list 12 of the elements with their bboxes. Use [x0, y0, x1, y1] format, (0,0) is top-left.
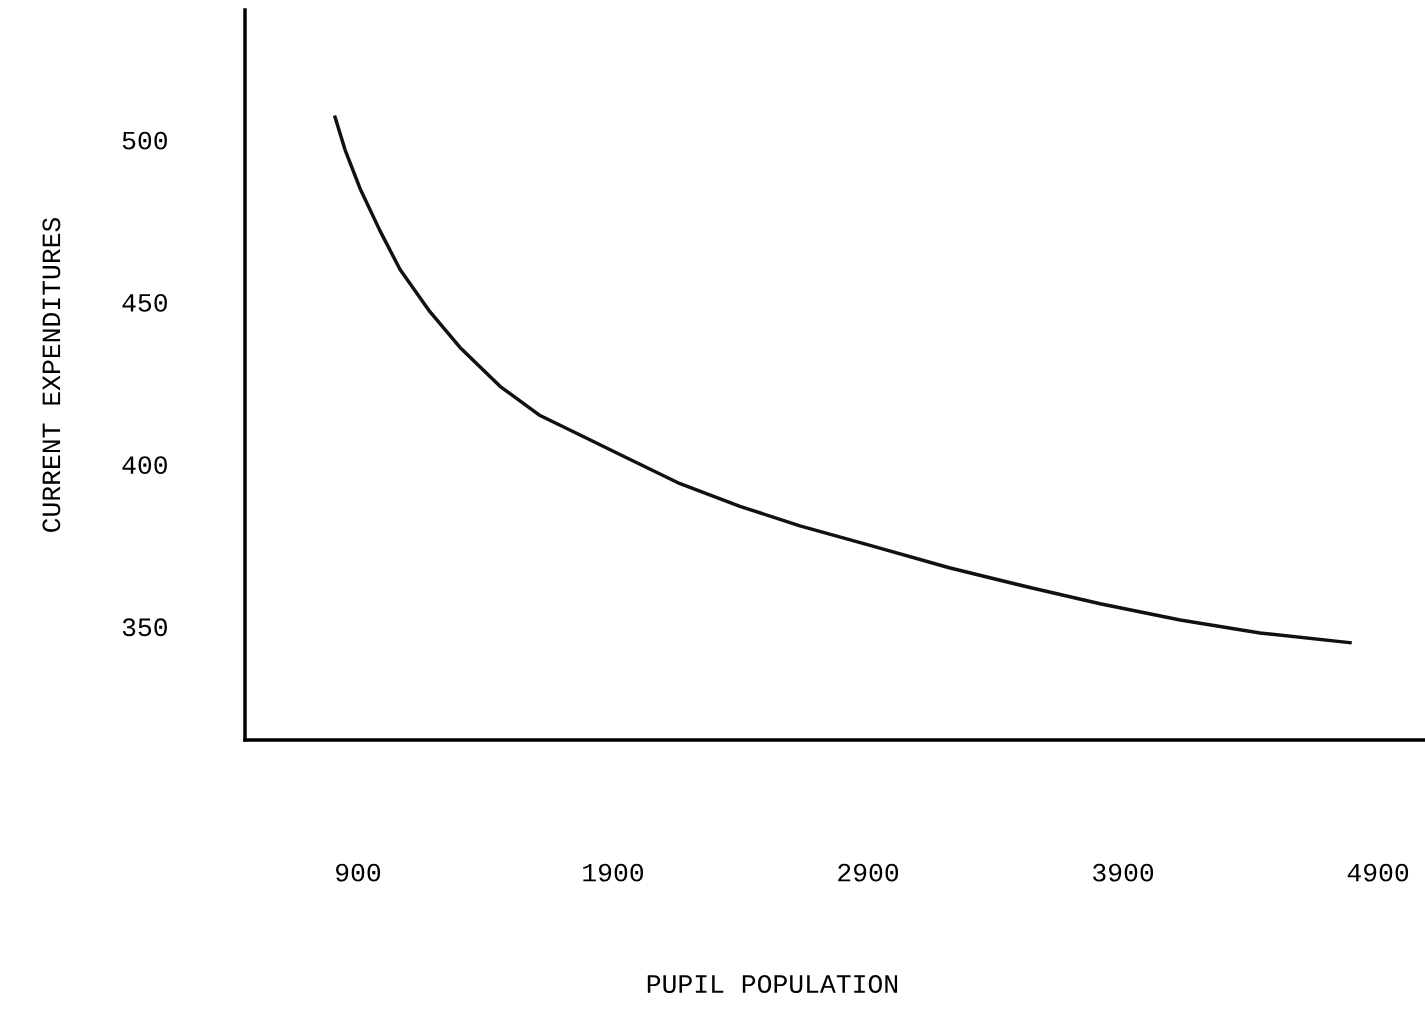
y-tick-label: 450 [122, 293, 167, 312]
x-tick-label: 900 [336, 863, 381, 882]
y-tick-label: 350 [122, 618, 167, 637]
x-tick-label: 1900 [583, 863, 644, 882]
x-axis-title: PUPIL POPULATION [647, 975, 898, 993]
x-tick-label: 3900 [1093, 863, 1154, 882]
x-tick-label: 4900 [1347, 863, 1409, 882]
y-axis-title: CURRENT EXPENDITURES [42, 217, 61, 532]
y-tick-label: 400 [122, 456, 167, 475]
line-series [333, 115, 1352, 645]
x-tick-label: 2900 [838, 863, 899, 882]
y-tick-label: 500 [122, 131, 167, 150]
